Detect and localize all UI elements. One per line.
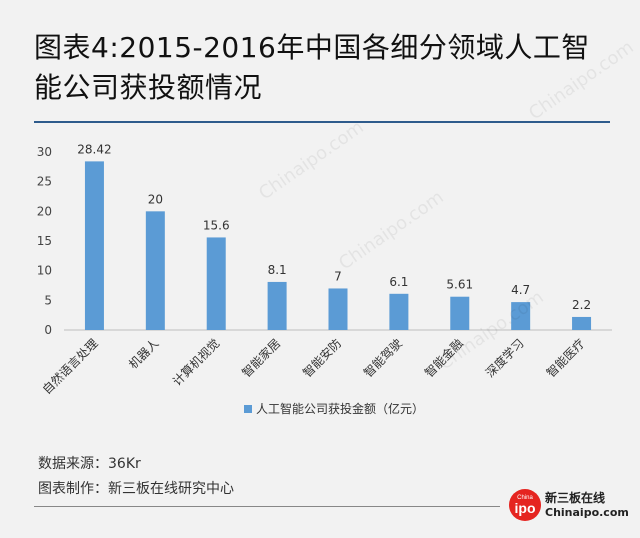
category-label: 深度学习 [482,336,527,381]
data-label: 8.1 [268,263,287,277]
bar [267,281,287,330]
y-tick-label: 5 [44,293,52,307]
category-label: 机器人 [126,336,161,371]
category-label: 智能医疗 [543,336,588,381]
bar [84,161,104,330]
y-tick-label: 30 [37,145,52,159]
data-label: 5.61 [446,278,473,292]
brand-name-en: Chinaipo.com [545,506,629,519]
logo-main-text: ipo [515,500,536,516]
bar [450,296,470,330]
data-label: 15.6 [203,218,230,232]
data-label: 2.2 [572,298,591,312]
y-tick-label: 0 [44,323,52,337]
bar [206,237,226,330]
data-source: 数据来源：36Kr [38,456,141,472]
y-tick-label: 25 [37,175,52,189]
y-tick-label: 15 [37,234,52,248]
bar [511,302,531,330]
bar [389,293,409,330]
y-tick-label: 20 [37,204,52,218]
data-label: 28.42 [77,142,111,156]
category-label: 智能安防 [300,336,345,381]
brand-logo: China ipo 新三板在线 Chinaipo.com [508,486,634,526]
y-tick-label: 10 [37,264,52,278]
data-label: 4.7 [511,283,530,297]
bar [328,288,348,330]
category-label: 自然语言处理 [39,336,101,398]
footer-divider [34,506,500,507]
category-label: 计算机视觉 [169,336,222,389]
logo-small-text: China [517,495,533,501]
chart-title: 图表4:2015-2016年中国各细分领域人工智能公司获投额情况 [34,31,590,104]
category-label: 智能金融 [421,336,466,381]
legend-label: 人工智能公司获投金额（亿元） [256,401,424,416]
category-label: 智能驾驶 [360,336,405,381]
data-label: 20 [148,192,163,206]
data-label: 7 [334,269,342,283]
category-label: 智能家居 [239,336,284,381]
data-label: 6.1 [389,275,408,289]
legend-swatch [244,405,252,413]
title-divider [34,121,610,123]
chart-maker: 图表制作：新三板在线研究中心 [38,481,234,497]
ipo-logo-icon: China ipo [509,489,541,521]
bar [145,211,165,330]
brand-name-cn: 新三板在线 [545,491,606,505]
bar-chart: 0 5 10 15 20 25 30 28.42 自然语言处理 20 机器人 15.6 计算机视觉 8.1… [37,142,612,416]
bar [572,316,592,330]
